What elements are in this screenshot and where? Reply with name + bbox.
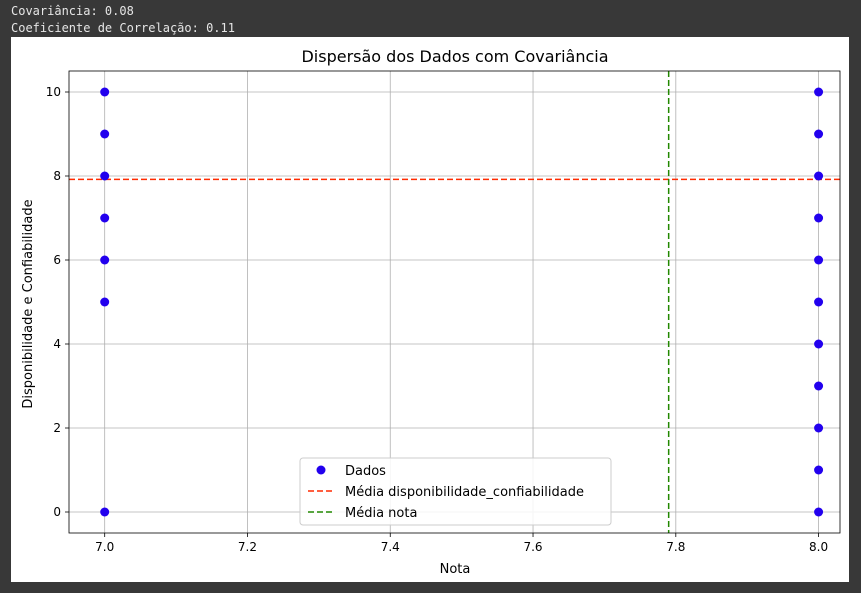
data-points (100, 87, 824, 517)
legend-box (299, 457, 612, 526)
mean-lines (69, 71, 840, 533)
covariance-output: Covariância: 0.08 (11, 4, 134, 18)
legend-marker-dots (316, 465, 326, 475)
data-point (814, 129, 824, 139)
axes (65, 70, 841, 537)
x-tick-label: 7.8 (666, 540, 685, 554)
data-point (100, 297, 110, 307)
x-tick-label: 7.0 (95, 540, 114, 554)
data-point (814, 255, 824, 265)
chart-title: Dispersão dos Dados com Covariância (301, 47, 608, 66)
y-tick-label: 6 (53, 253, 61, 267)
x-tick-label: 8.0 (809, 540, 828, 554)
y-axis-label: Disponibilidade e Confiabilidade (21, 199, 36, 408)
legend-label: Média nota (345, 506, 417, 521)
x-axis-label: Nota (440, 562, 471, 577)
data-point (814, 423, 824, 433)
data-point (814, 381, 824, 391)
data-point (814, 297, 824, 307)
data-point (814, 339, 824, 349)
data-point (814, 465, 824, 475)
x-tick-label: 7.2 (238, 540, 257, 554)
data-point (100, 87, 110, 97)
x-tick-label: 7.6 (523, 540, 542, 554)
tick-labels: 7.0 7.2 7.4 7.6 7.8 8.0 0 2 4 6 8 10 (46, 85, 828, 554)
data-point (814, 171, 824, 181)
legend-label: Dados (345, 464, 386, 479)
x-tick-label: 7.4 (381, 540, 400, 554)
plot-frame (68, 70, 841, 534)
y-tick-label: 10 (46, 85, 61, 99)
data-point (100, 129, 110, 139)
y-tick-label: 0 (53, 505, 61, 519)
data-point (814, 507, 824, 517)
legend: Dados Média disponibilidade_confiabilidad… (299, 457, 612, 526)
legend-label: Média disponibilidade_confiabilidade (345, 485, 584, 500)
data-point (100, 171, 110, 181)
data-point (100, 213, 110, 223)
scatter-chart: Dispersão dos Dados com Covariância 7.0 7… (21, 47, 841, 577)
data-point (100, 507, 110, 517)
data-point (814, 87, 824, 97)
y-tick-label: 8 (53, 169, 61, 183)
data-point (100, 255, 110, 265)
y-tick-label: 4 (53, 337, 61, 351)
data-point (814, 213, 824, 223)
correlation-output: Coeficiente de Correlação: 0.11 (11, 21, 235, 35)
scatter-figure: Dispersão dos Dados com Covariância 7.0 7… (11, 37, 849, 582)
y-tick-label: 2 (53, 421, 61, 435)
